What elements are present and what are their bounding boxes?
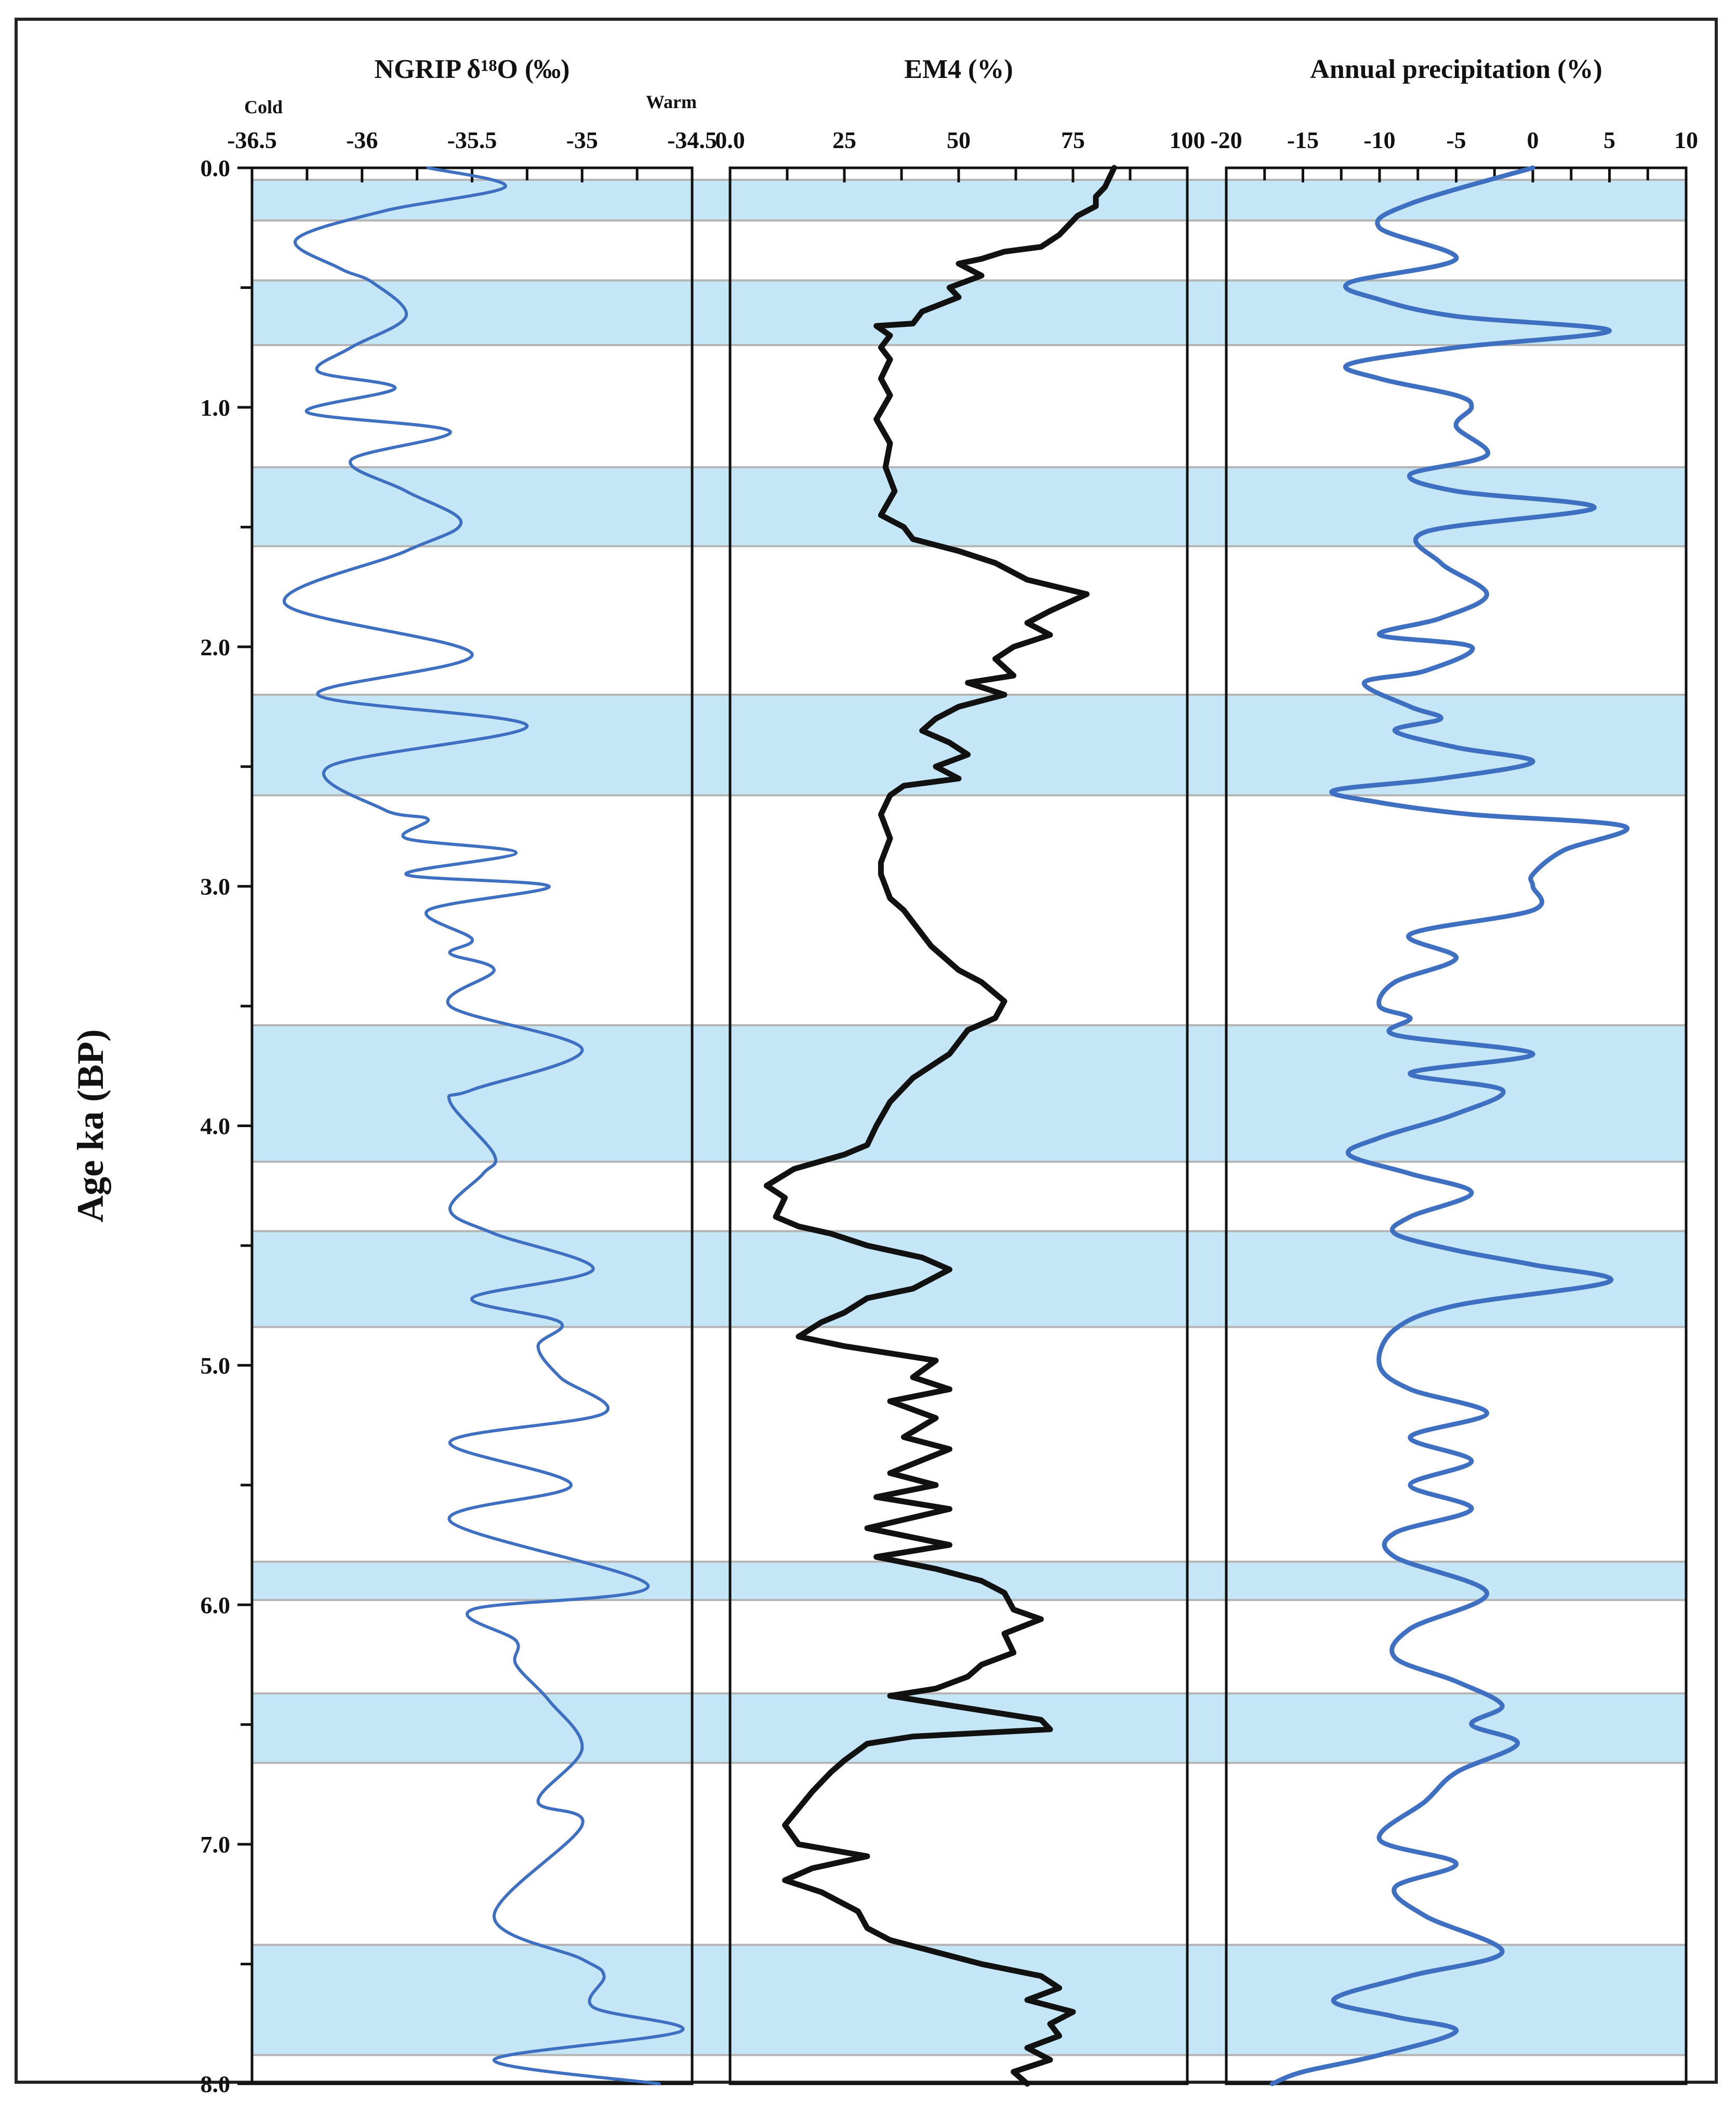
precipitation-panel-title: Annual precipitation (%): [1310, 55, 1602, 84]
x-tick-label: -5: [1446, 127, 1466, 153]
x-tick-label: 0.0: [715, 127, 745, 153]
y-tick-label: 7.0: [201, 1831, 231, 1858]
x-tick-label: 50: [947, 127, 971, 153]
shaded-band-3: [251, 466, 1687, 548]
ngrip-panel-title: NGRIP δ¹⁸O (‰): [375, 55, 570, 84]
y-tick-label: 8.0: [201, 2071, 231, 2097]
y-tick-label: 0.0: [201, 155, 231, 181]
y-tick-label: 3.0: [201, 874, 231, 900]
figure-frame: [15, 18, 1718, 2084]
axes: [237, 166, 1688, 2085]
shaded-band-2: [251, 279, 1687, 347]
x-tick-label: -36.5: [227, 127, 277, 153]
shaded-band-1: [251, 179, 1687, 222]
x-tick-label: -10: [1363, 127, 1395, 153]
x-tick-label: 25: [832, 127, 856, 153]
y-axis-label: Age ka (BP): [70, 1029, 111, 1223]
x-tick-label: -20: [1210, 127, 1242, 153]
cold-label: Cold: [244, 97, 283, 117]
x-tick-label: -35.5: [447, 127, 497, 153]
y-tick-label: 1.0: [201, 394, 231, 421]
y-tick-label: 5.0: [201, 1352, 231, 1379]
shaded-band-8: [251, 1692, 1687, 1764]
x-tick-label: 100: [1170, 127, 1205, 153]
x-tick-label: 75: [1061, 127, 1085, 153]
precipitation-panel-line: [1270, 165, 1629, 2086]
ngrip-panel-line: [283, 166, 685, 2085]
em4-panel-line: [763, 165, 1117, 2087]
shaded-band-6: [251, 1230, 1687, 1328]
x-tick-label: -34.5: [667, 127, 717, 153]
y-tick-label: 6.0: [201, 1592, 231, 1618]
x-tick-label: -36: [346, 127, 378, 153]
x-tick-label: -35: [566, 127, 598, 153]
y-tick-label: 4.0: [201, 1113, 231, 1140]
x-tick-label: 0: [1527, 127, 1539, 153]
x-tick-label: 5: [1604, 127, 1615, 153]
text-labels: 0.0 1.0 2.0 3.0 4.0 5.0 6.0 7.0 8.0 Age ka (BP) -3…: [70, 55, 1698, 2097]
series-lines: [283, 165, 1629, 2087]
em4-panel-title: EM4 (%): [904, 55, 1013, 84]
y-tick-label: 2.0: [201, 634, 231, 660]
warm-label: Warm: [646, 91, 697, 112]
x-tick-label: 10: [1674, 127, 1698, 153]
shaded-band-4: [251, 693, 1687, 797]
x-tick-label: -15: [1287, 127, 1319, 153]
